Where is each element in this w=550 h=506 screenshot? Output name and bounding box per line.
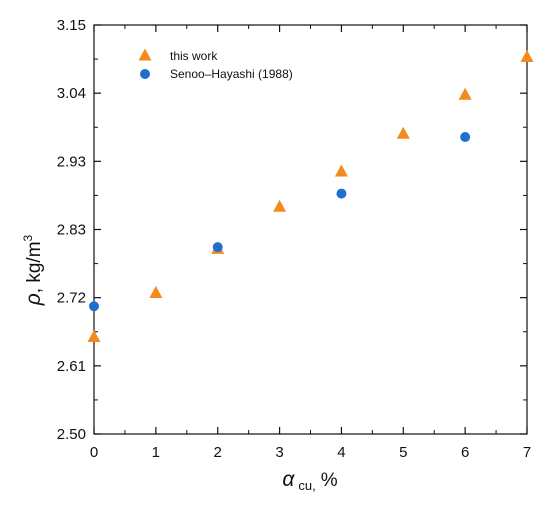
series-1: [87, 49, 534, 342]
legend: this work Senoo–Hayashi (1988): [138, 48, 293, 81]
data-point-triangle: [458, 87, 472, 100]
x-tick-label: 3: [275, 444, 283, 461]
data-point-triangle: [396, 126, 410, 139]
x-axis-subscript: cu,: [298, 478, 315, 493]
legend-label: this work: [170, 49, 218, 63]
x-tick-label: 5: [399, 444, 407, 461]
x-axis-title: α cu,%: [282, 468, 337, 493]
y-tick-label: 3.04: [57, 85, 86, 102]
data-point-triangle: [520, 49, 534, 62]
x-tick-label: 4: [337, 444, 345, 461]
y-tick-label: 2.93: [57, 153, 86, 170]
legend-marker-triangle: [138, 48, 152, 61]
y-tick-label: 2.83: [57, 222, 86, 239]
x-axis-unit: %: [321, 470, 338, 491]
data-point-triangle: [87, 329, 101, 342]
x-tick-label: 0: [90, 444, 98, 461]
y-axis-superscript: 3: [21, 234, 35, 241]
y-axis-symbol: ρ: [22, 293, 45, 306]
x-tick-label: 1: [152, 444, 160, 461]
data-point-triangle: [334, 164, 348, 177]
x-axis-symbol: α: [282, 468, 295, 491]
y-tick-label: 3.15: [57, 17, 86, 34]
x-tick-label: 6: [461, 444, 469, 461]
legend-label: Senoo–Hayashi (1988): [170, 67, 293, 81]
data-point-circle: [460, 132, 471, 143]
plot-frame: [93, 24, 528, 435]
data-point-circle: [336, 188, 347, 199]
y-tick-label: 2.72: [57, 290, 86, 307]
y-tick-label: 2.50: [57, 426, 86, 443]
data-point-triangle: [273, 199, 287, 212]
legend-marker-circle: [140, 69, 150, 79]
series-2: [89, 132, 471, 312]
y-axis-unit: , kg/m: [24, 241, 45, 293]
y-tick-label: 2.61: [57, 358, 86, 375]
y-axis-title: ρ, kg/m3: [21, 234, 45, 306]
x-tick-label: 2: [214, 444, 222, 461]
data-point-circle: [212, 242, 223, 253]
x-tick-label: 7: [523, 444, 531, 461]
data-point-circle: [89, 301, 99, 312]
svg-text:αcu,%: α cu,%: [282, 468, 337, 493]
data-point-triangle: [149, 285, 163, 298]
svg-text:ρ, kg/m3: ρ, kg/m3: [21, 234, 45, 306]
